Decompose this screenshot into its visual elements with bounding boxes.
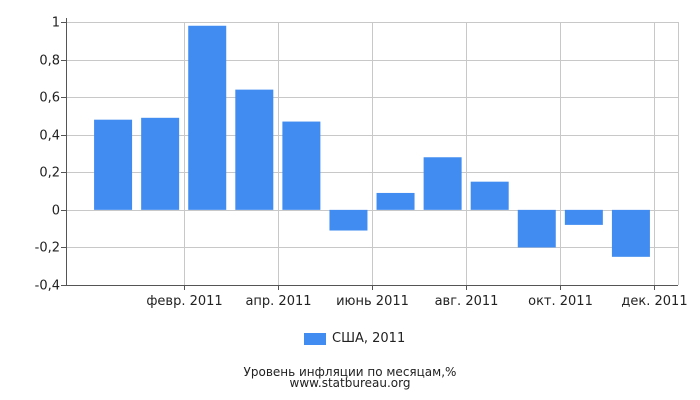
x-tick-label: апр. 2011 [245,294,311,309]
x-tick-label: июнь 2011 [336,294,409,309]
y-tick-label: 0 [52,204,60,219]
x-tick-label: февр. 2011 [146,294,222,309]
x-tick-label: окт. 2011 [528,294,593,309]
bar [564,209,603,225]
bar [235,89,274,210]
legend: США, 2011 [304,331,405,346]
legend-swatch [304,332,326,345]
bar [517,209,556,248]
bar [611,209,650,257]
bar [423,157,462,210]
bar [188,25,227,210]
y-tick-label: 0,4 [39,129,60,144]
bar [94,119,133,210]
y-tick-label: 0,2 [39,166,60,181]
bar [282,121,321,210]
x-tick-label: дек. 2011 [621,294,687,309]
y-tick-label: 0,6 [39,91,60,106]
y-tick-label: 1 [52,16,60,31]
y-tick-label: -0,4 [35,279,60,294]
y-tick-label: 0,8 [39,54,60,69]
y-tick-label: -0,2 [35,241,60,256]
source-url: www.statbureau.org [289,376,411,390]
bar [329,209,368,231]
bar [141,117,180,210]
chart-caption: Уровень инфляции по месяцам,% [243,365,457,379]
bar [470,181,509,210]
legend-label: США, 2011 [332,331,406,346]
bar [376,192,415,210]
x-tick-label: авг. 2011 [435,294,499,309]
